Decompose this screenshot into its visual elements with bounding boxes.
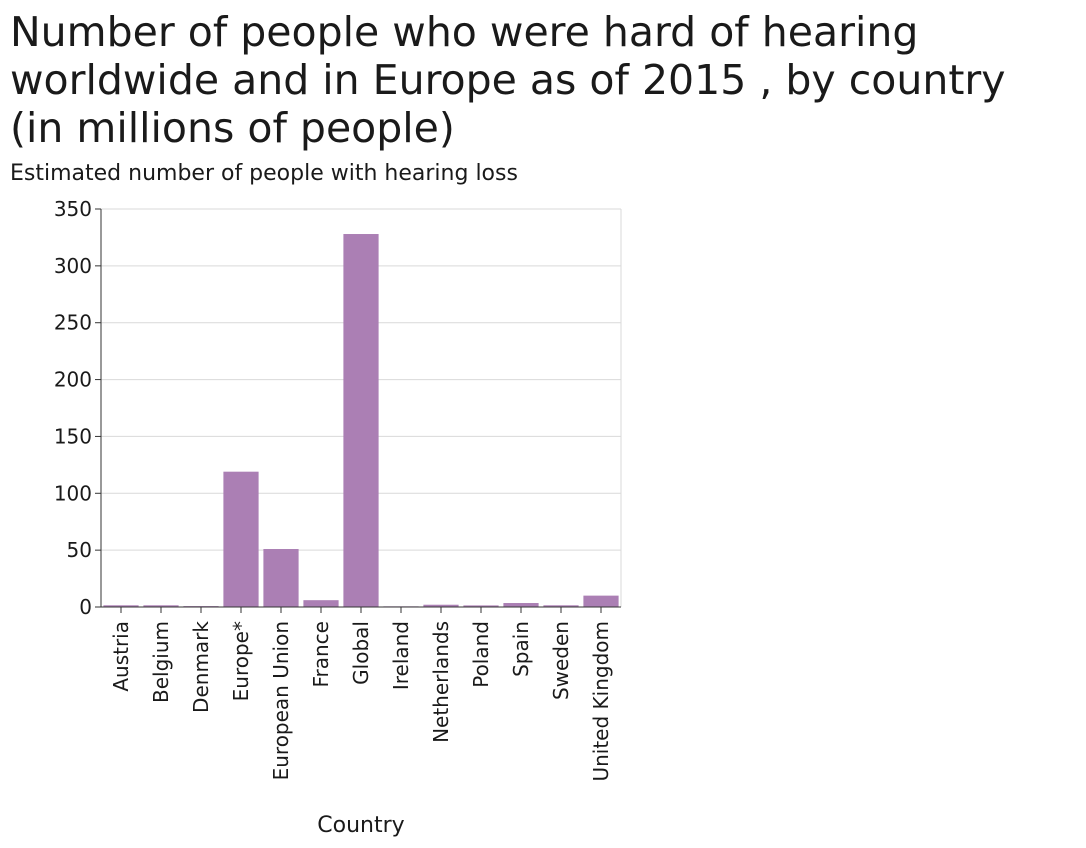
bar-spain [503, 603, 539, 607]
y-tick-label: 150 [54, 424, 92, 448]
y-tick-label: 200 [54, 368, 92, 392]
y-tick-label: 100 [54, 481, 92, 505]
x-tick-label: United Kingdom [589, 621, 613, 782]
bar-european-union [263, 549, 299, 607]
tick-labels: 0 50 100 150 200 250 300 350 Austria Belgium Denma… [54, 197, 613, 782]
y-tick-label: 350 [54, 197, 92, 221]
bars [103, 234, 619, 607]
x-tick-label: Austria [109, 621, 133, 692]
bar-belgium [143, 605, 179, 607]
chart-title-line-1: Number of people who were hard of hearin… [10, 8, 919, 56]
chart-title-line-3: (in millions of people) [10, 104, 455, 152]
x-axis-label: Country [317, 813, 404, 838]
bar-united-kingdom [583, 595, 619, 607]
x-tick-label: Netherlands [429, 621, 453, 743]
x-tick-label: Ireland [389, 621, 413, 690]
bar-europe [223, 471, 259, 607]
bar-austria [103, 605, 139, 607]
x-tick-label: Sweden [549, 621, 573, 700]
bar-netherlands [423, 604, 459, 607]
x-tick-label: France [309, 621, 333, 688]
x-tick-label: European Union [269, 621, 293, 780]
y-axis-label: Estimated number of people with hearing … [10, 161, 518, 186]
x-tick-label: Belgium [149, 621, 173, 703]
x-tick-label: Europe* [229, 621, 253, 701]
axes [95, 208, 621, 613]
bar-france [303, 600, 339, 607]
bar-sweden [543, 605, 579, 607]
y-tick-label: 50 [67, 538, 92, 562]
bar-poland [463, 605, 499, 607]
y-tick-label: 250 [54, 311, 92, 335]
x-tick-label: Spain [509, 621, 533, 677]
x-tick-label: Global [349, 621, 373, 685]
y-tick-label: 300 [54, 254, 92, 278]
bar-global [343, 234, 379, 607]
y-tick-label: 0 [79, 595, 92, 619]
x-tick-label: Denmark [189, 621, 213, 713]
x-tick-label: Poland [469, 621, 493, 688]
chart-title-line-2: worldwide and in Europe as of 2015 , by … [10, 56, 1006, 104]
